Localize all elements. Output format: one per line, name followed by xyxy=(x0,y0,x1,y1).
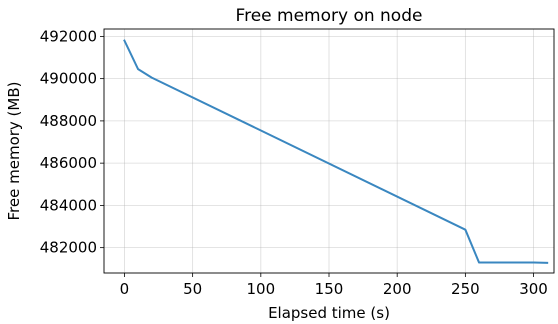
x-tick-label: 100 xyxy=(246,280,275,298)
y-tick-label: 482000 xyxy=(40,239,97,257)
y-tick-label: 484000 xyxy=(40,196,97,214)
x-tick-label: 0 xyxy=(120,280,130,298)
y-tick-label: 486000 xyxy=(40,154,97,172)
y-tick-label: 492000 xyxy=(40,27,97,45)
x-tick-label: 200 xyxy=(383,280,412,298)
y-tick-label: 488000 xyxy=(40,112,97,130)
x-tick-label: 300 xyxy=(519,280,548,298)
series-layer xyxy=(123,39,549,264)
y-tick-label: 490000 xyxy=(40,70,97,88)
series-line xyxy=(123,39,549,264)
x-tick-label: 150 xyxy=(315,280,344,298)
x-ticks: 0 50 100 150 200 250 300 xyxy=(120,273,548,298)
y-ticks: 482000 484000 486000 488000 490000 492000 xyxy=(40,27,104,257)
x-tick-label: 50 xyxy=(183,280,202,298)
x-axis-label: Elapsed time (s) xyxy=(268,304,390,322)
grid xyxy=(104,29,554,273)
y-axis-label: Free memory (MB) xyxy=(5,82,23,221)
chart-title: Free memory on node xyxy=(236,6,423,26)
x-tick-label: 250 xyxy=(451,280,480,298)
